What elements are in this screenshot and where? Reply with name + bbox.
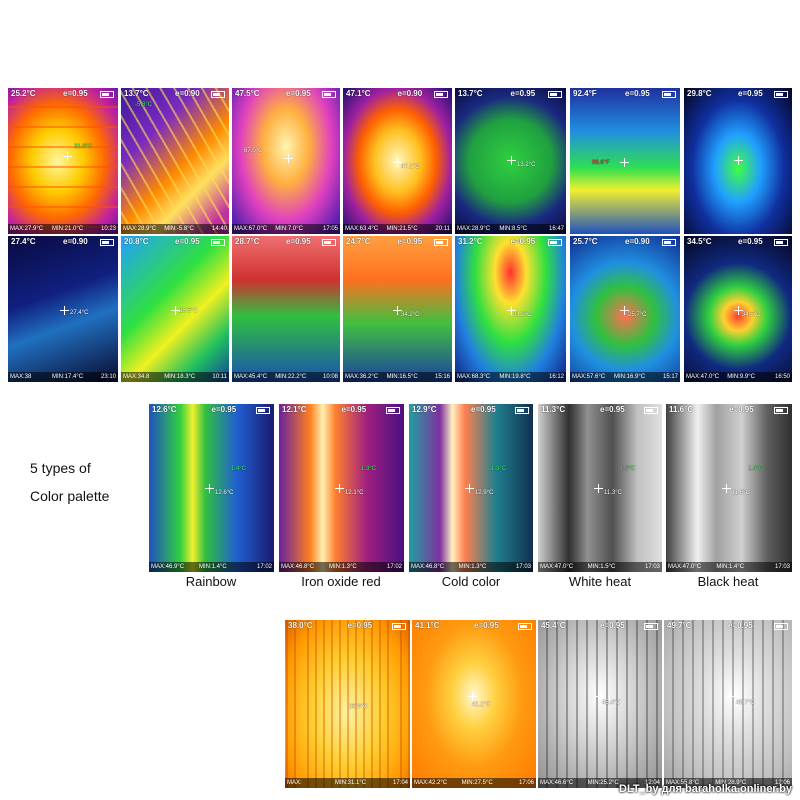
thermal-image-cup: 47.5°C e=0.95 67.0°C MAX:67.0°C MIN:7.0°C 1… <box>232 88 340 234</box>
watermark: DLT_by для baraholka.onliner.by <box>619 783 792 795</box>
crosshair-icon <box>726 692 735 701</box>
battery-icon <box>211 91 225 98</box>
battery-icon <box>392 623 406 630</box>
palette-note-line1: 5 types of <box>30 460 91 476</box>
thermal-image-power-tower: 13.7°C e=0.90 -5.8°C MAX:28.9°C MIN:-5.8°C… <box>121 88 229 234</box>
crosshair-icon <box>507 156 516 165</box>
crosshair-icon <box>620 306 629 315</box>
crosshair-icon <box>507 306 516 315</box>
thermal-image-cold-color: 12.9°C e=0.95 1.3°C 12.9°C MAX:46.8°C MIN:… <box>409 404 533 572</box>
crosshair-icon <box>284 154 293 163</box>
battery-icon <box>662 91 676 98</box>
thermal-image-kettle: 29.8°C e=0.95 <box>684 88 792 234</box>
battery-icon <box>100 239 114 246</box>
caption-white-heat: White heat <box>568 574 632 589</box>
crosshair-icon <box>335 484 344 493</box>
thermal-image-person: 20.8°C e=0.95 28.5°C MAX:34.8 MIN:18.3°C 10… <box>121 236 229 382</box>
battery-icon <box>434 239 448 246</box>
thermal-image-black-heat: 11.6°C e=0.95 1.4°C 11.6°C MAX:47.0°C MIN:… <box>666 404 792 572</box>
battery-icon <box>548 91 562 98</box>
crosshair-icon <box>60 306 69 315</box>
crosshair-icon <box>734 306 743 315</box>
thermal-image-fan: 25.7°C e=0.90 25.7°C MAX:57.6°C MIN:16.9°C… <box>570 236 680 382</box>
battery-icon <box>211 239 225 246</box>
crosshair-icon <box>171 306 180 315</box>
thermal-image-car: 92.4°F e=0.95 96.6°F <box>570 88 680 234</box>
battery-icon <box>256 407 270 414</box>
thermal-image-batteries: 24.7°C e=0.95 34.2°C MAX:36.2°C MIN:16.5°C… <box>343 236 452 382</box>
thermal-image-lamp: 31.2°C e=0.95 31.2°C MAX:68.3°C MIN:19.8°C… <box>455 236 566 382</box>
thermal-image-circuit-disc: 13.7°C e=0.95 13.2°C MAX:28.9°C MIN:8.5°C 1… <box>455 88 566 234</box>
crosshair-icon <box>393 306 402 315</box>
thermal-image-iron-oxide-red: 12.1°C e=0.95 1.3°C 12.1°C MAX:46.8°C MIN:… <box>279 404 404 572</box>
thermal-image-cooling-fan: 34.5°C e=0.95 34.5°C MAX:47.0°C MIN:9.9°C 1… <box>684 236 792 382</box>
crosshair-icon <box>465 484 474 493</box>
battery-icon <box>774 239 788 246</box>
battery-icon <box>644 407 658 414</box>
palette-note-line2: Color palette <box>30 488 110 504</box>
battery-icon <box>548 239 562 246</box>
battery-icon <box>100 91 114 98</box>
battery-icon <box>774 623 788 630</box>
battery-icon <box>322 239 336 246</box>
crosshair-icon <box>722 484 731 493</box>
thermal-image-pcb-white-heat: 45.4°C e=0.95 45.4°C MAX:46.6°C MIN:25.2°C… <box>538 620 662 788</box>
crosshair-icon <box>393 158 402 167</box>
crosshair-icon <box>63 152 72 161</box>
crosshair-icon <box>734 156 743 165</box>
caption-cold-color: Cold color <box>441 574 501 589</box>
battery-icon <box>322 91 336 98</box>
crosshair-icon <box>205 484 214 493</box>
crosshair-icon <box>620 158 629 167</box>
crosshair-icon <box>468 692 477 701</box>
battery-icon <box>644 623 658 630</box>
thermal-image-mug: 47.1°C e=0.90 47.1°C MAX:63.4°C MIN:21.5°C… <box>343 88 452 234</box>
thermal-image-machine: 28.7°C e=0.95 MAX:45.4°C MIN:22.2°C 10:08 <box>232 236 340 382</box>
battery-icon <box>518 623 532 630</box>
battery-icon <box>434 91 448 98</box>
caption-rainbow: Rainbow <box>185 574 237 589</box>
battery-icon <box>386 407 400 414</box>
thermal-image-pcb-black-heat: 49.7°C e=0.95 49.7°C MAX:55.8°C MIN:28.9°C… <box>664 620 792 788</box>
battery-icon <box>774 91 788 98</box>
battery-icon <box>515 407 529 414</box>
thermal-image-pcb-hotspot: 41.1°C e=0.95 41.1°C MAX:42.2°C MIN:27.5°C… <box>412 620 536 788</box>
thermal-image-pcb-chip: 38.0°C e=0.95 36.9°C MAX: MIN:31.1°C 17:04 <box>285 620 410 788</box>
crosshair-icon <box>594 692 603 701</box>
caption-black-heat: Black heat <box>697 574 759 589</box>
thermal-image-window: 25.2°C e=0.95 21.0°C MAX:27.9°C MIN:21.0°C… <box>8 88 118 234</box>
thermal-image-white-heat: 11.3°C e=0.95 1.5°C 11.3°C MAX:47.0°C MIN:… <box>538 404 662 572</box>
battery-icon <box>662 239 676 246</box>
thermal-image-pipes: 27.4°C e=0.90 27.4°C MAX:38 MIN:17.4°C 23:1… <box>8 236 118 382</box>
caption-iron-oxide-red: Iron oxide red <box>301 574 381 589</box>
thermal-image-rainbow: 12.6°C e=0.95 1.4°C 12.6°C MAX:46.9°C MIN:… <box>149 404 274 572</box>
crosshair-icon <box>594 484 603 493</box>
battery-icon <box>774 407 788 414</box>
